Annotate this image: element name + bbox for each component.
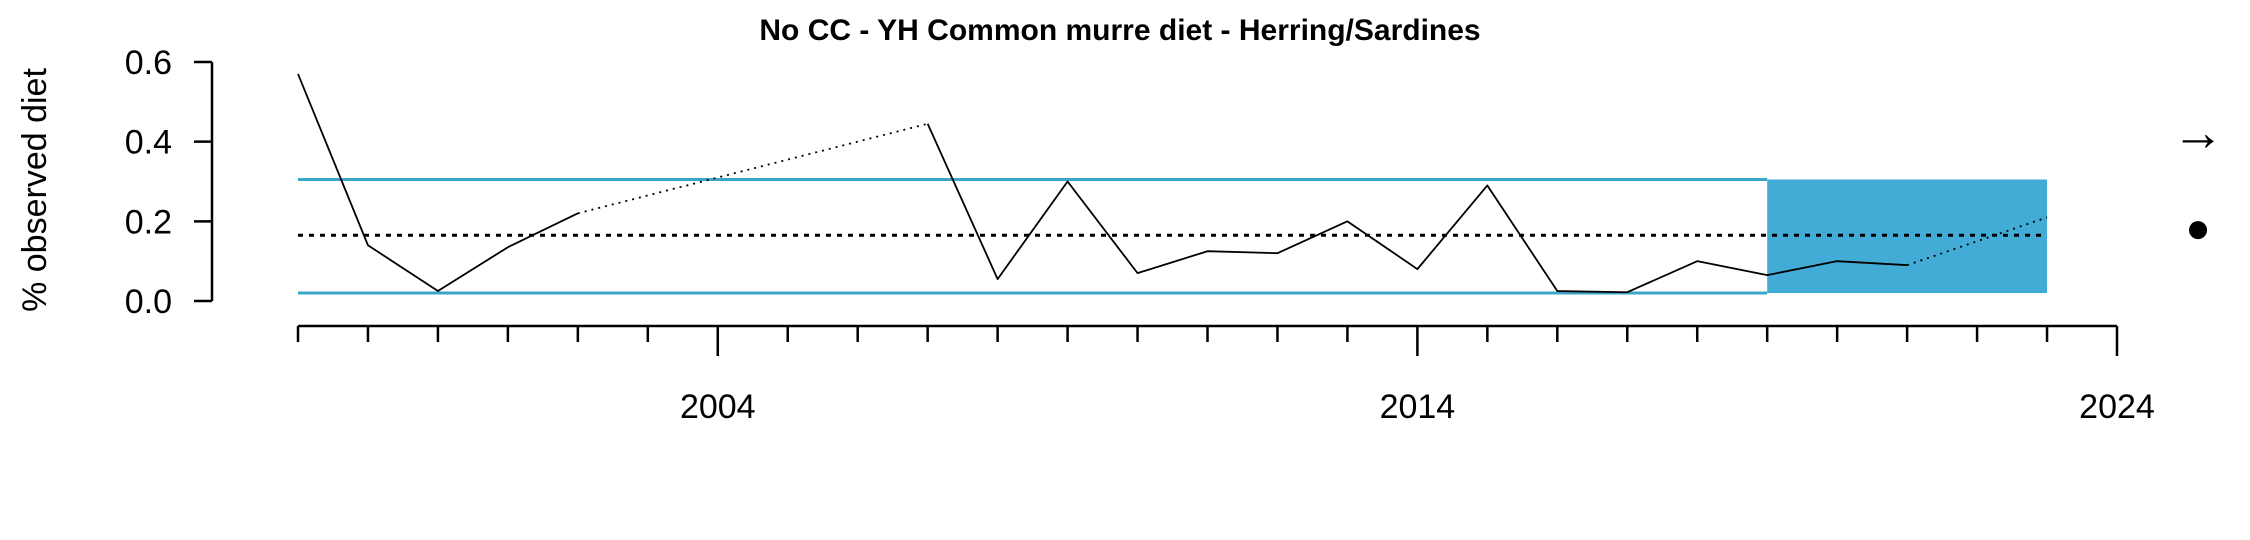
- y-axis: 0.0 0.2 0.4 0.6: [125, 44, 214, 321]
- y-tick-label: 0.4: [125, 124, 172, 162]
- x-tick-label: 2014: [1380, 388, 1456, 426]
- x-axis: 2004 2014 2024: [296, 324, 2155, 426]
- y-axis-label: % observed diet: [16, 68, 54, 312]
- y-tick-label: 0.6: [125, 44, 172, 82]
- x-tick-label: 2024: [2079, 388, 2155, 426]
- y-tick-label: 0.2: [125, 203, 172, 241]
- series-line-segment: [926, 123, 1908, 294]
- mean-dot-icon: ●: [2185, 204, 2210, 251]
- series-lines: [297, 73, 2048, 294]
- trend-arrow-icon: →: [2172, 104, 2224, 162]
- x-tick-label: 2004: [680, 388, 756, 426]
- series-line-segment: [297, 73, 579, 292]
- chart-title: No CC - YH Common murre diet - Herring/S…: [759, 14, 1480, 47]
- series-gap-dotted: [577, 122, 928, 215]
- y-tick-label: 0.0: [125, 283, 172, 321]
